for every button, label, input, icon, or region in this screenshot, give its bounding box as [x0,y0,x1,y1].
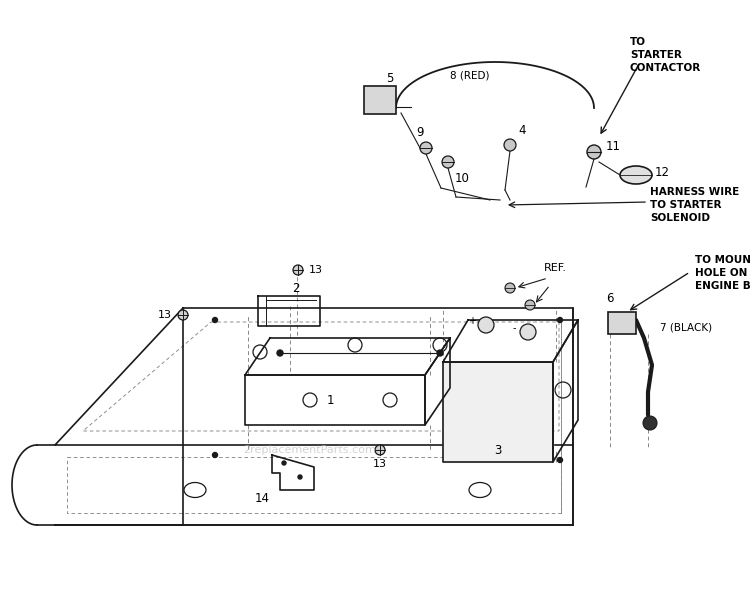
Text: 5: 5 [386,72,394,84]
Text: 13: 13 [309,265,323,275]
Ellipse shape [620,166,652,184]
Text: 14: 14 [254,492,269,505]
Text: 9: 9 [416,127,424,139]
Text: REF.: REF. [544,263,566,273]
Circle shape [212,453,217,457]
Circle shape [520,324,536,340]
Circle shape [525,300,535,310]
Text: 13: 13 [158,310,172,320]
Circle shape [293,265,303,275]
Bar [608,312,636,334]
Text: 4: 4 [518,124,526,136]
Text: HARNESS WIRE: HARNESS WIRE [650,187,740,197]
Circle shape [178,310,188,320]
Text: CONTACTOR: CONTACTOR [630,63,701,73]
Text: 3: 3 [494,444,502,456]
Circle shape [504,139,516,151]
Text: +: + [468,316,476,326]
Text: 1: 1 [326,393,334,407]
Polygon shape [443,362,553,462]
Text: 10: 10 [455,172,470,185]
Circle shape [212,318,217,322]
Text: 12: 12 [655,166,670,179]
Circle shape [282,461,286,465]
Text: HOLE ON: HOLE ON [695,268,747,278]
Text: 7 (BLACK): 7 (BLACK) [660,322,712,332]
Text: TO STARTER: TO STARTER [650,200,722,210]
Text: 8 (RED): 8 (RED) [450,70,490,80]
Circle shape [643,416,657,430]
Text: 2replacementParts.com: 2replacementParts.com [244,445,376,455]
Circle shape [442,156,454,168]
Circle shape [557,457,562,462]
Text: -: - [512,323,516,333]
Text: 13: 13 [373,459,387,469]
Text: 11: 11 [606,141,621,154]
Text: ENGINE BLOCK: ENGINE BLOCK [695,281,750,291]
Circle shape [277,350,283,356]
Bar [364,86,396,114]
Circle shape [420,142,432,154]
Circle shape [587,145,601,159]
Circle shape [478,317,494,333]
Circle shape [557,318,562,322]
Text: SOLENOID: SOLENOID [650,213,710,223]
Circle shape [375,445,385,455]
Text: STARTER: STARTER [630,50,682,60]
Text: 6: 6 [606,291,613,304]
Text: TO MOUNTING: TO MOUNTING [695,255,750,265]
Circle shape [298,475,302,479]
Text: 2: 2 [292,282,300,294]
Circle shape [437,350,443,356]
Circle shape [505,283,515,293]
Text: TO: TO [630,37,646,47]
